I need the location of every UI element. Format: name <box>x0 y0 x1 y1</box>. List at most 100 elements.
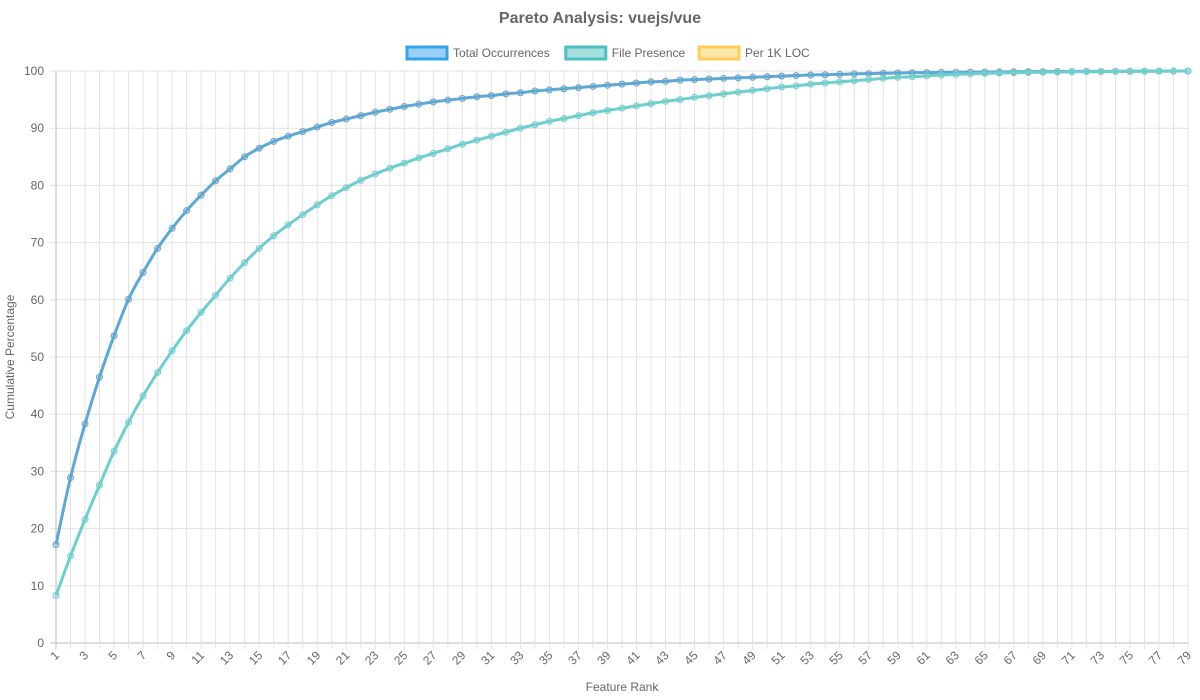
data-point <box>342 184 350 192</box>
data-point <box>67 474 75 482</box>
data-point <box>807 71 815 79</box>
data-point <box>778 72 786 80</box>
legend-item-total-occurrences[interactable]: Total Occurrences <box>405 45 550 61</box>
data-point <box>444 96 452 104</box>
data-point <box>473 136 481 144</box>
x-tick-label: 29 <box>449 648 469 668</box>
data-point <box>545 86 553 94</box>
x-tick-label: 27 <box>420 648 440 668</box>
data-point <box>662 97 670 105</box>
data-point <box>981 69 989 77</box>
x-axis-ticks: 1 3 5 7 9 11 13 15 17 19 21 23 25 27 29 31 33 35 37 39 41 43 4… <box>47 648 1194 668</box>
x-tick-label: 49 <box>739 648 759 668</box>
data-point <box>1169 67 1177 75</box>
x-tick-label: 13 <box>217 648 237 668</box>
x-tick-label: 45 <box>681 648 701 668</box>
data-point <box>357 112 365 120</box>
data-point <box>618 80 626 88</box>
data-point <box>342 115 350 123</box>
data-point <box>531 87 539 95</box>
data-point <box>139 268 147 276</box>
data-point <box>284 132 292 140</box>
x-tick-label: 3 <box>77 648 92 663</box>
data-point <box>850 77 858 85</box>
data-point <box>1140 67 1148 75</box>
data-point <box>574 112 582 120</box>
data-point <box>429 98 437 106</box>
data-point <box>691 76 699 84</box>
x-tick-label: 9 <box>164 648 179 663</box>
data-point <box>633 102 641 110</box>
data-point <box>139 392 147 400</box>
data-point <box>67 552 75 560</box>
data-point <box>1111 67 1119 75</box>
data-point <box>865 70 873 78</box>
data-point <box>589 109 597 117</box>
data-point <box>371 170 379 178</box>
x-tick-label: 73 <box>1088 648 1108 668</box>
data-point <box>502 128 510 136</box>
data-point <box>81 515 89 523</box>
x-tick-label: 47 <box>710 648 730 668</box>
data-point <box>125 295 133 303</box>
data-point <box>516 124 524 132</box>
x-tick-label: 33 <box>507 648 527 668</box>
data-point <box>386 164 394 172</box>
data-point <box>937 71 945 79</box>
data-point <box>836 78 844 86</box>
data-point <box>125 418 133 426</box>
data-point <box>908 73 916 81</box>
data-point <box>705 92 713 100</box>
data-point <box>676 96 684 104</box>
data-point <box>879 69 887 77</box>
y-tick-label: 40 <box>31 407 45 421</box>
data-point <box>328 192 336 200</box>
data-point <box>357 176 365 184</box>
legend-swatch <box>564 45 608 61</box>
data-point <box>183 207 191 215</box>
x-tick-label: 17 <box>275 648 295 668</box>
data-point <box>792 72 800 80</box>
data-point <box>255 244 263 252</box>
legend-swatch <box>405 45 449 61</box>
data-point <box>299 128 307 136</box>
legend-item-file-presence[interactable]: File Presence <box>564 45 686 61</box>
data-point <box>734 88 742 96</box>
legend-label: Total Occurrences <box>453 46 550 60</box>
grid <box>50 70 1189 649</box>
data-point <box>1024 68 1032 76</box>
data-point <box>531 121 539 129</box>
data-point <box>720 90 728 98</box>
series-file-presence <box>52 67 1192 600</box>
y-tick-label: 10 <box>31 579 45 593</box>
x-tick-label: 35 <box>536 648 556 668</box>
y-axis-ticks: 0 10 20 30 40 50 60 70 80 90 100 <box>24 64 44 650</box>
data-point <box>545 117 553 125</box>
x-tick-label: 5 <box>106 648 121 663</box>
x-tick-label: 77 <box>1146 648 1166 668</box>
data-point <box>952 70 960 78</box>
y-tick-label: 0 <box>37 636 44 650</box>
x-tick-label: 71 <box>1059 648 1079 668</box>
x-tick-label: 57 <box>855 648 875 668</box>
data-point <box>429 149 437 157</box>
data-point <box>647 100 655 108</box>
legend-item-per-1k-loc[interactable]: Per 1K LOC <box>697 45 810 61</box>
data-point <box>879 74 887 82</box>
data-point <box>1155 67 1163 75</box>
data-point <box>1053 68 1061 76</box>
data-point <box>183 327 191 335</box>
data-point <box>603 81 611 89</box>
x-tick-label: 41 <box>623 648 643 668</box>
data-point <box>197 191 205 199</box>
data-point <box>415 154 423 162</box>
data-point <box>299 211 307 219</box>
data-point <box>154 368 162 376</box>
data-point <box>603 106 611 114</box>
data-point <box>749 86 757 94</box>
y-tick-label: 100 <box>24 64 44 78</box>
y-tick-label: 30 <box>31 464 45 478</box>
x-tick-label: 63 <box>943 648 963 668</box>
data-point <box>487 132 495 140</box>
x-tick-label: 39 <box>594 648 614 668</box>
